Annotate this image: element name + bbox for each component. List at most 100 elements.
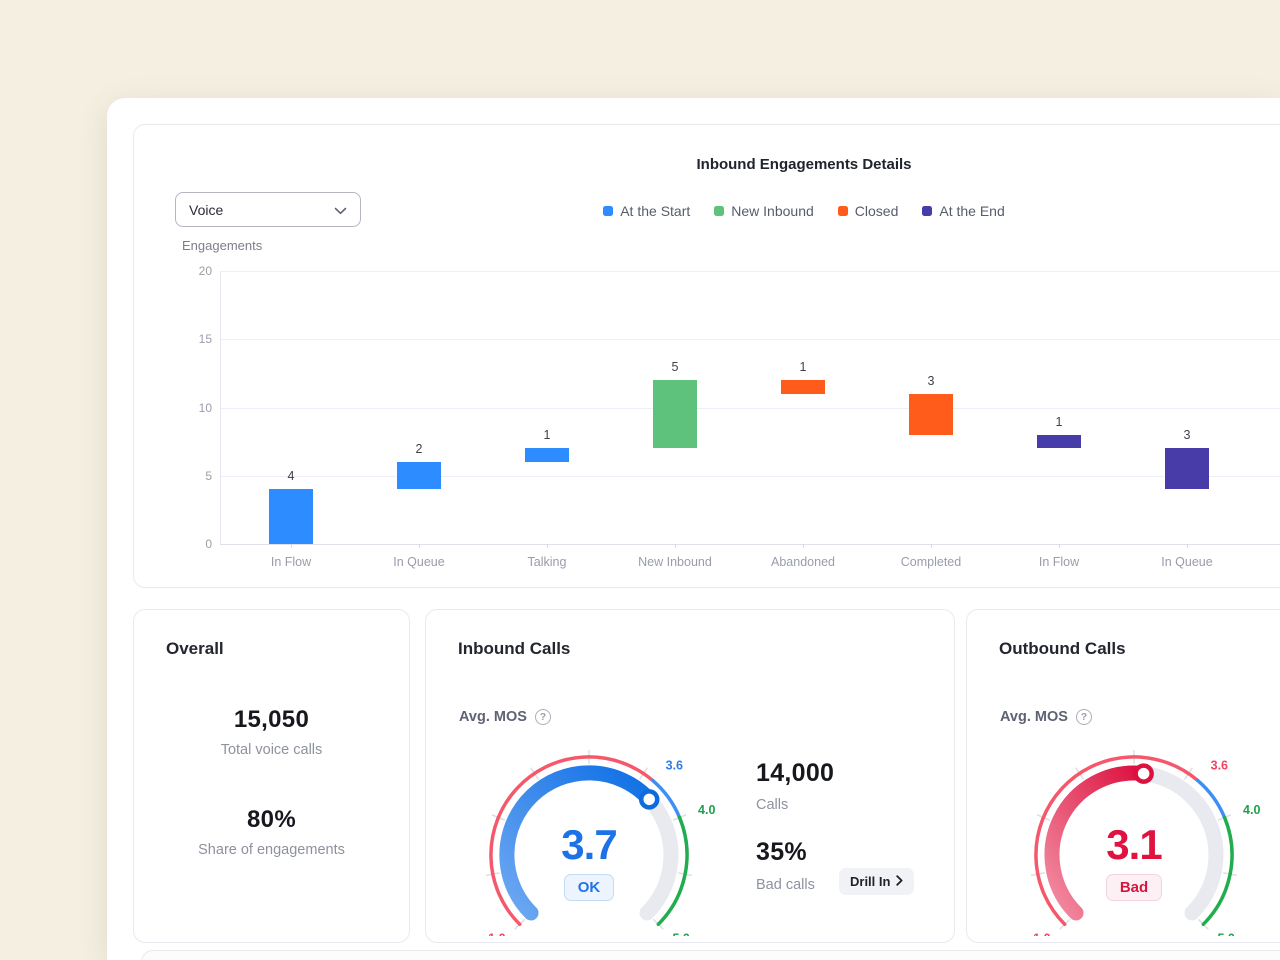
legend-item[interactable]: Closed — [837, 203, 899, 219]
gauge-tick-label: 3.6 — [1211, 758, 1228, 772]
gauge-tick-label: 4.0 — [1243, 803, 1260, 817]
bar-talking[interactable] — [525, 448, 569, 463]
bar-value-label: 3 — [927, 373, 935, 388]
share-of-engagements-stat: 80% Share of engagements — [134, 806, 409, 858]
avg-mos-label: Avg. MOS — [1000, 709, 1068, 725]
help-icon[interactable]: ? — [1075, 709, 1092, 725]
legend-label: At the End — [939, 203, 1005, 219]
inbound-calls-card: Inbound Calls Avg. MOS ? 1.0 3.6 4.0 5.0 3.7… — [425, 609, 955, 943]
gauge-tick-label: 3.6 — [666, 758, 683, 772]
x-tick — [803, 544, 804, 548]
bar-in-flow[interactable] — [269, 489, 313, 544]
legend-swatch — [837, 206, 848, 216]
bar-value-label: 1 — [1055, 414, 1063, 429]
bar-in-queue[interactable] — [1165, 448, 1209, 490]
gridline — [220, 475, 1280, 477]
avg-mos-row: Avg. MOS ? — [459, 709, 551, 725]
x-tick — [675, 544, 676, 548]
bar-value-label: 5 — [671, 360, 679, 375]
x-category-label: In Queue — [1161, 555, 1213, 569]
bar-abandoned[interactable] — [781, 380, 825, 394]
overall-card: Overall 15,050 Total voice calls 80% Sha… — [133, 609, 410, 943]
legend-swatch — [922, 206, 933, 216]
y-tick-label: 5 — [205, 468, 212, 483]
stat-value: 35% — [756, 838, 807, 866]
gauge-tick-label: 5.0 — [1217, 931, 1234, 936]
bar-completed[interactable] — [909, 393, 953, 435]
gauge-svg: 1.0 3.6 4.0 5.0 — [1030, 750, 1260, 936]
outbound-mos-gauge: 1.0 3.6 4.0 5.0 3.1 Bad — [999, 740, 1269, 936]
legend-swatch — [714, 206, 725, 216]
gauge-svg: 1.0 3.6 4.0 5.0 — [485, 750, 715, 936]
bar-new-inbound[interactable] — [653, 380, 697, 449]
chart-title: Inbound Engagements Details — [696, 156, 912, 173]
x-tick — [291, 544, 292, 548]
avg-mos-row: Avg. MOS ? — [1000, 709, 1092, 725]
chevron-down-icon — [334, 202, 347, 218]
legend-label: New Inbound — [731, 203, 814, 219]
gridline — [220, 407, 1280, 409]
calls-stat: 14,000 Calls — [756, 759, 834, 813]
gauge-tick-label: 4.0 — [698, 803, 715, 817]
bad-calls-stat: 35% Bad calls — [756, 838, 815, 893]
x-category-label: Talking — [527, 555, 567, 569]
chart-legend: At the Start New Inbound Closed At the End — [134, 203, 1280, 219]
bar-in-queue[interactable] — [397, 462, 441, 490]
legend-label: At the Start — [620, 203, 691, 219]
y-tick-label: 15 — [198, 332, 212, 347]
gauge-status-badge: Bad — [1105, 874, 1163, 901]
y-tick-label: 10 — [198, 400, 212, 415]
main-panel: Inbound Engagements Details Voice At the… — [107, 98, 1280, 960]
inbound-mos-gauge: 1.0 3.6 4.0 5.0 3.7 OK — [454, 740, 724, 936]
x-category-label: In Flow — [1038, 555, 1080, 569]
y-axis-line — [220, 271, 221, 544]
x-tick — [419, 544, 420, 548]
bar-value-label: 2 — [415, 442, 423, 457]
legend-label: Closed — [854, 203, 899, 219]
outbound-card-title: Outbound Calls — [999, 639, 1126, 658]
x-category-label: In Flow — [270, 555, 312, 569]
outbound-calls-card: Outbound Calls Avg. MOS ? 1.0 3.6 4.0 5.0 3.… — [966, 609, 1280, 943]
gauge-knob — [638, 789, 660, 810]
bar-in-flow[interactable] — [1037, 434, 1081, 449]
x-tick — [1187, 544, 1188, 548]
x-tick — [1059, 544, 1060, 548]
gauge-value: 3.1 — [1106, 821, 1162, 868]
help-icon[interactable]: ? — [534, 709, 551, 725]
y-tick-label: 0 — [205, 537, 212, 551]
inbound-engagements-chart-card: Inbound Engagements Details Voice At the… — [133, 124, 1280, 588]
y-axis-title: Engagements — [182, 238, 263, 253]
gauge-value: 3.7 — [561, 821, 617, 868]
drill-in-button[interactable]: Drill In — [839, 868, 915, 895]
legend-item[interactable]: At the End — [922, 203, 1005, 219]
x-category-label: New Inbound — [638, 555, 712, 569]
x-category-label: Completed — [900, 555, 962, 569]
stat-label: Bad calls — [756, 877, 815, 893]
gauge-knob — [1133, 763, 1154, 784]
channel-select[interactable]: Voice — [175, 192, 361, 227]
gridline — [220, 544, 1280, 545]
chart-plot-area: 0 5 10 15 20 4 In Flow 2 In Queue 1 Talking 5 New In… — [199, 264, 1280, 569]
legend-item[interactable]: At the Start — [603, 203, 690, 219]
gauge-tick-label: 1.0 — [488, 931, 505, 936]
next-row-card — [141, 950, 1280, 960]
avg-mos-label: Avg. MOS — [459, 709, 527, 725]
stat-value: 80% — [247, 806, 296, 833]
legend-item[interactable]: New Inbound — [714, 203, 814, 219]
stat-label: Calls — [756, 797, 789, 813]
inbound-card-title: Inbound Calls — [458, 639, 571, 658]
gauge-tick-label: 5.0 — [672, 931, 689, 936]
gridline — [220, 271, 1280, 272]
legend-swatch — [603, 206, 614, 216]
bar-value-label: 3 — [1183, 428, 1191, 443]
stat-label: Share of engagements — [198, 842, 345, 858]
x-category-label: In Queue — [393, 555, 445, 569]
bar-value-label: 1 — [543, 428, 551, 443]
x-tick — [931, 544, 932, 548]
stat-value: 15,050 — [233, 706, 310, 733]
drill-in-label: Drill In — [850, 874, 891, 889]
x-tick — [547, 544, 548, 548]
bar-value-label: 4 — [287, 469, 295, 484]
total-voice-calls-stat: 15,050 Total voice calls — [134, 706, 409, 758]
